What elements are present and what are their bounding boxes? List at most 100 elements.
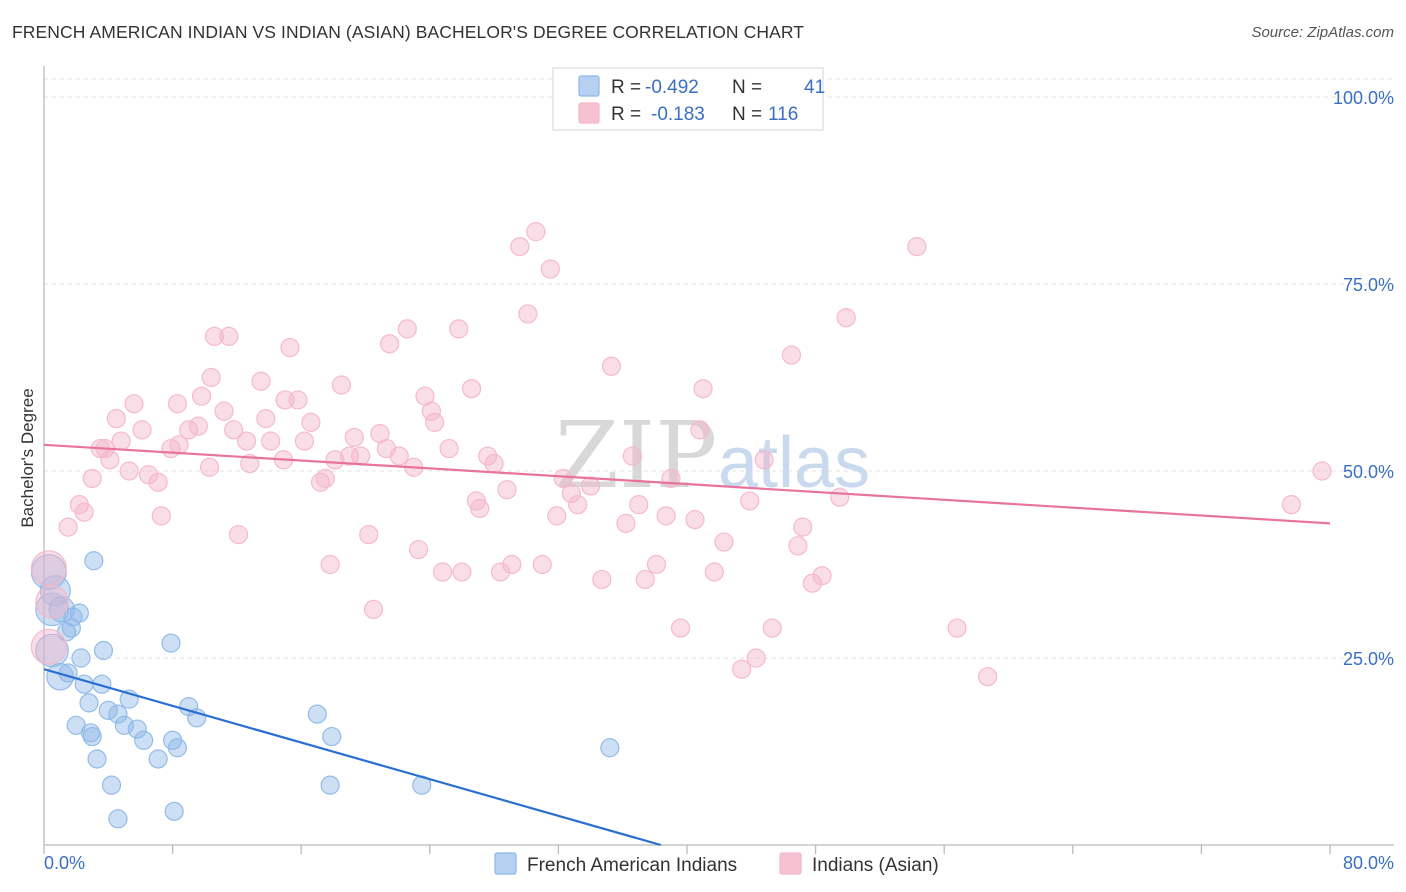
point-indians-asian [540,259,560,279]
legend-r-label-0: R = [611,77,641,98]
point-indians-asian [592,569,612,590]
point-indians-asian [714,532,734,552]
point-indians-asian [478,446,498,466]
point-indians-asian [240,453,260,474]
point-indians-asian [978,667,998,687]
point-french-american-indians [87,749,107,769]
legend-swatch-french-american-indians [578,75,600,97]
chart-title: FRENCH AMERICAN INDIAN VS INDIAN (ASIAN)… [12,22,805,42]
point-indians-asian [380,334,400,354]
point-indians-asian [124,394,144,414]
point-french-american-indians [108,704,128,724]
point-indians-asian [580,476,601,496]
point-french-american-indians [93,640,114,661]
point-indians-asian [433,562,453,582]
point-indians-asian [452,562,472,582]
legend-r-value-1: -0.183 [651,104,705,125]
point-indians-asian [315,468,335,489]
point-french-american-indians [161,633,181,653]
x-tick-label: 80.0% [1343,853,1394,873]
point-indians-asian [685,510,705,530]
point-indians-asian [251,371,271,391]
point-indians-asian [1281,495,1302,515]
point-french-american-indians [61,618,81,638]
point-indians-asian [526,222,546,242]
point-indians-asian [199,457,220,477]
point-indians-asian [325,450,345,470]
point-indians-asian [294,431,315,451]
point-french-american-indians [82,726,102,747]
point-indians-asian [449,319,469,339]
point-french-american-indians [84,551,104,571]
point-indians-asian [132,420,152,440]
legend-n-label-1: N = [732,104,762,125]
point-indians-asian [58,517,78,537]
point-indians-asian [351,446,371,466]
point-indians-asian [397,319,417,339]
point-indians-asian [518,304,538,324]
legend-n-value-1: 116 [768,104,798,125]
series-legend-label-french-american-indians: French American Indians [527,855,737,876]
point-indians-asian [470,498,490,518]
point-indians-asian [553,468,573,489]
point-indians-asian [1312,461,1332,481]
data-points [30,222,1332,829]
point-indians-asian [288,390,308,410]
point-indians-asian [82,468,102,489]
point-french-american-indians [101,775,122,795]
point-indians-asian [219,326,239,346]
point-indians-asian [261,431,281,451]
point-french-american-indians [98,700,118,720]
y-axis-label: Bachelor's Degree [18,388,37,527]
point-indians-asian [201,367,221,388]
chart-source: Source: ZipAtlas.com [1251,24,1394,41]
legend-r-value-0: -0.492 [645,77,699,98]
point-french-american-indians [307,704,327,724]
point-indians-asian [344,427,364,447]
point-indians-asian [461,379,482,399]
point-indians-asian [359,524,379,545]
point-indians-asian [836,308,856,328]
point-indians-asian [280,337,300,358]
point-french-american-indians [79,693,99,713]
point-indians-asian [670,618,691,638]
x-tick-label: 0.0% [44,853,85,873]
point-indians-asian [100,450,120,470]
point-indians-asian [740,491,760,511]
point-indians-asian [781,345,802,365]
point-indians-asian [661,468,681,489]
point-indians-asian [484,453,504,474]
point-french-american-indians [127,719,147,739]
legend-r-label-1: R = [611,104,641,125]
y-tick-label: 75.0% [1343,275,1394,295]
series-legend: French American Indians Indians (Asian) [494,852,939,876]
series-legend-swatch-indians-asian [779,852,802,875]
point-indians-asian [421,401,442,421]
point-indians-asian [568,495,588,515]
series-legend-label-indians-asian: Indians (Asian) [812,855,939,876]
point-indians-asian [389,446,409,466]
point-indians-asian [629,495,649,515]
legend-n-label-0: N = [732,77,762,98]
point-indians-asian [320,554,340,575]
point-indians-asian [788,536,808,556]
point-indians-asian [704,562,724,582]
point-indians-asian [502,554,522,575]
point-indians-asian [812,566,832,586]
point-indians-asian [646,554,667,575]
point-indians-asian [191,386,212,406]
point-indians-asian [616,513,636,533]
point-french-american-indians [71,648,91,668]
point-indians-asian [561,483,581,504]
legend-n-value-0: 41 [804,77,825,98]
point-indians-asian [601,356,622,376]
point-indians-asian [547,506,567,526]
series-legend-swatch-french-american-indians [494,852,517,875]
point-indians-asian [490,562,511,582]
point-french-american-indians [600,738,620,758]
point-indians-asian [214,401,234,421]
point-indians-asian [754,450,774,470]
stats-legend: R = -0.492 N = 41 R = -0.183 N = 116 [552,67,825,131]
point-indians-asian [228,524,249,545]
point-indians-asian [762,618,782,638]
